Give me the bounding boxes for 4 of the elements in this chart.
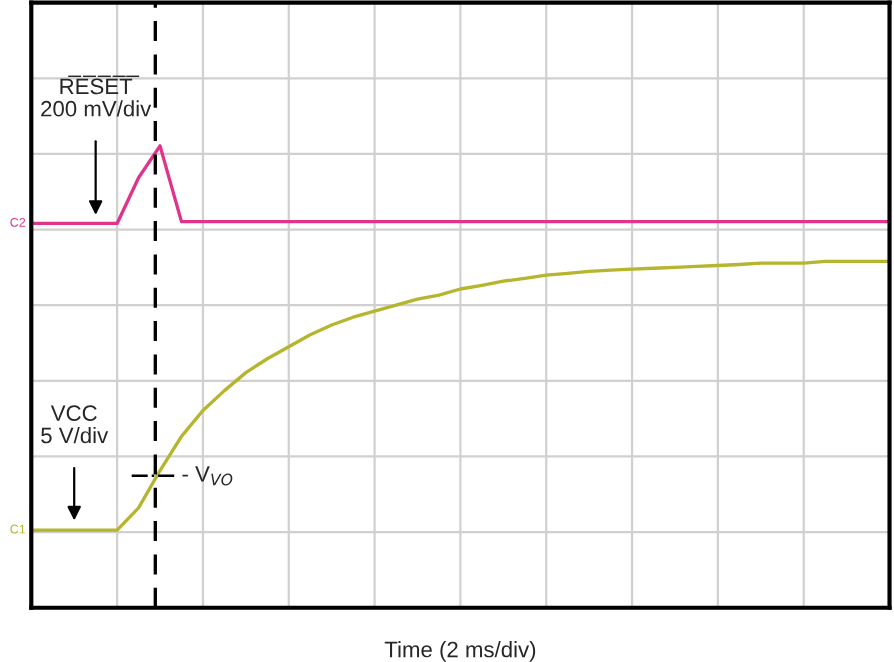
annotation: VCC 5 V/div bbox=[41, 405, 109, 444]
x-axis-title: Time (2 ms/div) bbox=[384, 641, 536, 662]
text: R̅E̅S̅E̅T̅ 200 mV/div bbox=[41, 75, 152, 117]
annotation: - V$_{VO}$ bbox=[182, 466, 233, 486]
